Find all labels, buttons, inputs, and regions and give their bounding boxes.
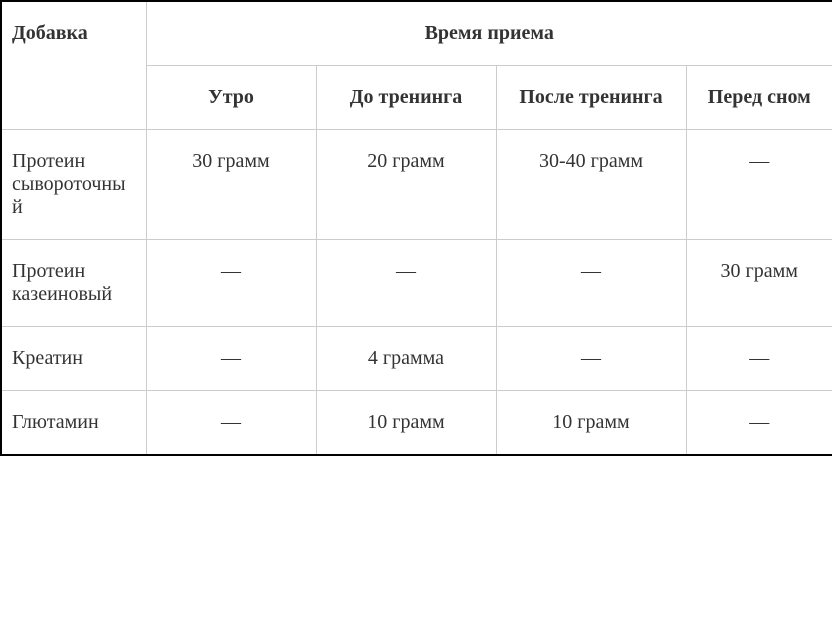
table-row: Креатин — 4 грамма — — <box>1 327 832 391</box>
cell-1-3: 30 грамм <box>686 240 832 327</box>
cell-2-3: — <box>686 327 832 391</box>
col-header-3: Перед сном <box>686 66 832 130</box>
table-row: Протеин сывороточный 30 грамм 20 грамм 3… <box>1 130 832 240</box>
col-header-2: После тренинга <box>496 66 686 130</box>
row-label-3: Глютамин <box>1 391 146 456</box>
cell-0-0: 30 грамм <box>146 130 316 240</box>
table-header-row-1: Добавка Время приема <box>1 1 832 66</box>
row-header-label: Добавка <box>1 1 146 130</box>
row-label-1: Протеин казеиновый <box>1 240 146 327</box>
row-label-2: Креатин <box>1 327 146 391</box>
cell-0-3: — <box>686 130 832 240</box>
cell-3-1: 10 грамм <box>316 391 496 456</box>
table-body: Протеин сывороточный 30 грамм 20 грамм 3… <box>1 130 832 456</box>
col-header-0: Утро <box>146 66 316 130</box>
group-header-label: Время приема <box>146 1 832 66</box>
table-row: Глютамин — 10 грамм 10 грамм — <box>1 391 832 456</box>
row-label-0: Протеин сывороточный <box>1 130 146 240</box>
cell-2-1: 4 грамма <box>316 327 496 391</box>
cell-1-1: — <box>316 240 496 327</box>
cell-3-2: 10 грамм <box>496 391 686 456</box>
cell-0-1: 20 грамм <box>316 130 496 240</box>
supplements-table: Добавка Время приема Утро До тренинга По… <box>0 0 832 456</box>
cell-2-2: — <box>496 327 686 391</box>
cell-3-0: — <box>146 391 316 456</box>
cell-2-0: — <box>146 327 316 391</box>
col-header-1: До тренинга <box>316 66 496 130</box>
table-row: Протеин казеиновый — — — 30 грамм <box>1 240 832 327</box>
cell-1-0: — <box>146 240 316 327</box>
cell-3-3: — <box>686 391 832 456</box>
cell-1-2: — <box>496 240 686 327</box>
cell-0-2: 30-40 грамм <box>496 130 686 240</box>
